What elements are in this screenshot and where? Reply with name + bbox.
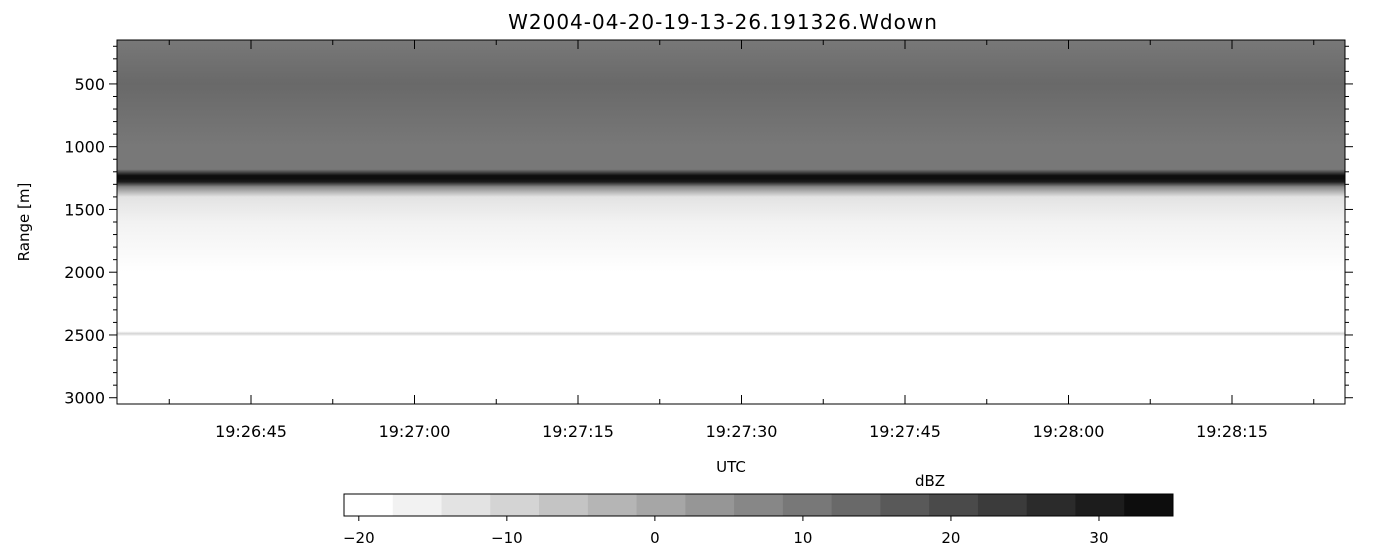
x-tick-label: 19:27:00	[379, 422, 451, 441]
colorbar-tick-label: 0	[650, 529, 660, 547]
y-axis-label: Range [m]	[15, 183, 33, 262]
plot-area: 500 1000 1500 2000 2500 3000 19:26:45 19:27:00…	[64, 40, 1353, 441]
x-tick-label: 19:28:00	[1033, 422, 1105, 441]
colorbar-tick-label: −10	[491, 529, 523, 547]
colorbar-swatch	[832, 494, 881, 516]
x-tick-label: 19:27:30	[706, 422, 778, 441]
colorbar-swatch	[929, 494, 978, 516]
colorbar-swatch	[344, 494, 393, 516]
colorbar-tick-label: −20	[343, 529, 375, 547]
x-tick-label: 19:26:45	[215, 422, 287, 441]
colorbar-label: dBZ	[915, 472, 945, 490]
y-tick-label: 1500	[64, 200, 105, 219]
y-tick-label: 3000	[64, 389, 105, 408]
colorbar: dBZ −20 −10 0 10 20 30	[343, 472, 1174, 547]
colorbar-swatches	[344, 494, 1174, 516]
colorbar-swatch	[490, 494, 539, 516]
colorbar-swatch	[1075, 494, 1124, 516]
colorbar-swatch	[1124, 494, 1173, 516]
x-tick-label: 19:27:15	[542, 422, 614, 441]
x-tick-label: 19:28:15	[1196, 422, 1268, 441]
colorbar-swatch	[393, 494, 442, 516]
colorbar-swatch	[637, 494, 686, 516]
colorbar-swatch	[588, 494, 637, 516]
chart-title: W2004-04-20-19-13-26.191326.Wdown	[508, 10, 938, 34]
colorbar-ticks: −20 −10 0 10 20 30	[343, 516, 1109, 547]
colorbar-swatch	[880, 494, 929, 516]
y-tick-label: 2500	[64, 326, 105, 345]
x-axis-label: UTC	[716, 458, 746, 476]
colorbar-swatch	[1027, 494, 1076, 516]
colorbar-swatch	[978, 494, 1027, 516]
colorbar-swatch	[685, 494, 734, 516]
colorbar-swatch	[442, 494, 491, 516]
colorbar-tick-label: 10	[793, 529, 812, 547]
colorbar-swatch	[783, 494, 832, 516]
colorbar-swatch	[539, 494, 588, 516]
colorbar-tick-label: 20	[941, 529, 960, 547]
y-tick-label: 1000	[64, 138, 105, 157]
y-tick-label: 2000	[64, 263, 105, 282]
heatmap-field	[117, 40, 1345, 404]
x-tick-label: 19:27:45	[869, 422, 941, 441]
colorbar-swatch	[734, 494, 783, 516]
y-tick-label: 500	[74, 75, 105, 94]
colorbar-tick-label: 30	[1089, 529, 1108, 547]
